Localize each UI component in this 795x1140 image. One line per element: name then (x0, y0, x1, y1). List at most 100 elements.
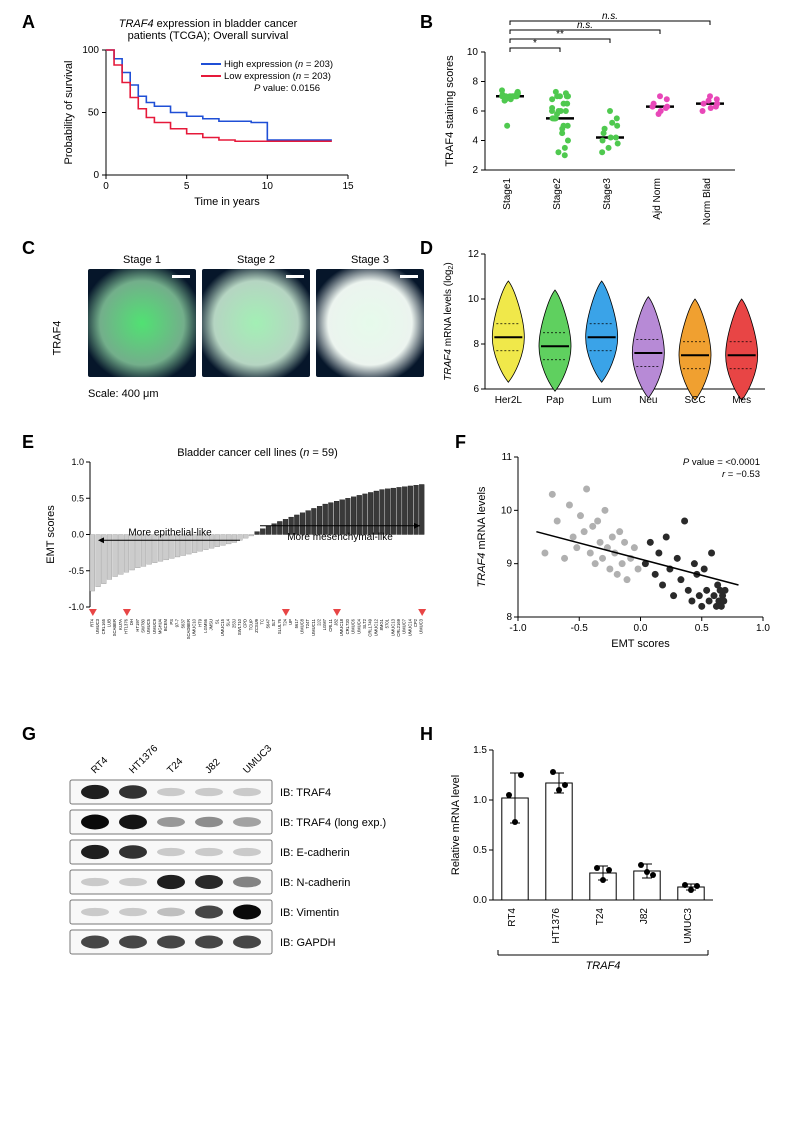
panel-a-label: A (22, 12, 35, 33)
svg-text:100: 100 (82, 45, 99, 56)
scale-bar-icon (286, 275, 304, 278)
panel-h: 0.00.51.01.5RT4HT1376T24J82UMUC3Relative… (445, 740, 755, 995)
svg-text:SLT: SLT (271, 619, 276, 627)
svg-text:SLUL76: SLUL76 (277, 618, 282, 634)
svg-text:UMUC14: UMUC14 (407, 618, 412, 636)
svg-text:More epithelial-like: More epithelial-like (128, 527, 212, 538)
svg-text:UMUC3: UMUC3 (683, 908, 694, 944)
svg-text:J82: J82 (639, 908, 650, 925)
svg-text:SL: SL (214, 618, 219, 624)
svg-text:EMT scores: EMT scores (45, 505, 57, 564)
svg-text:UMUC3: UMUC3 (419, 618, 424, 634)
panel-h-label: H (420, 724, 433, 745)
svg-text:UMUC9: UMUC9 (152, 618, 157, 634)
svg-text:UMUC10: UMUC10 (192, 618, 197, 636)
svg-text:Stage2: Stage2 (552, 178, 563, 210)
svg-text:SCADBER: SCADBER (186, 619, 191, 639)
svg-text:HT9: HT9 (197, 618, 202, 627)
svg-text:T24: T24 (595, 908, 606, 926)
svg-text:CP2: CP2 (413, 618, 418, 627)
scale-text: Scale: 400 μm (88, 388, 424, 400)
svg-text:P value: 0.0156: P value: 0.0156 (254, 83, 320, 94)
svg-text:6: 6 (473, 384, 479, 395)
panel-a-title1: TRAF4 expression in bladder cancer (58, 18, 358, 30)
svg-text:11: 11 (502, 452, 513, 463)
svg-text:2: 2 (472, 165, 478, 176)
svg-text:UMUC6: UMUC6 (351, 618, 356, 634)
svg-text:-0.5: -0.5 (571, 623, 589, 634)
svg-text:High expression (n = 203): High expression (n = 203) (224, 59, 333, 70)
svg-text:CRL11: CRL11 (328, 618, 333, 631)
svg-text:Mes: Mes (732, 395, 751, 406)
svg-text:r = −0.53: r = −0.53 (722, 469, 760, 480)
svg-text:Probability of survival: Probability of survival (63, 61, 75, 165)
scale-bar-icon (172, 275, 190, 278)
tissue-stage2 (202, 269, 310, 377)
svg-text:5637: 5637 (180, 618, 185, 628)
svg-text:SCABER: SCABER (112, 619, 117, 636)
svg-text:5617: 5617 (294, 618, 299, 628)
svg-text:0.5: 0.5 (473, 845, 487, 856)
svg-text:0: 0 (93, 170, 99, 181)
panel-b: 246810Stage1Stage2Stage3Ajd NormNorm Bla… (440, 10, 780, 240)
svg-text:IB: N-cadherin: IB: N-cadherin (280, 877, 350, 889)
panel-g: RT4HT1376T24J82UMUC3IB: TRAF4IB: TRAF4 (… (60, 740, 410, 985)
svg-text:LUB: LUB (106, 619, 111, 627)
svg-text:CRL2169: CRL2169 (396, 618, 401, 636)
svg-text:TC: TC (260, 619, 265, 625)
svg-text:TRAF4 mRNA levels: TRAF4 mRNA levels (476, 486, 488, 587)
svg-text:10: 10 (501, 505, 513, 516)
svg-text:JMSU: JMSU (209, 619, 214, 630)
svg-text:PS: PS (169, 619, 174, 625)
svg-text:HT1376: HT1376 (127, 743, 160, 776)
svg-text:LGM56: LGM56 (203, 618, 208, 632)
stage1-label: Stage 1 (88, 254, 196, 266)
svg-text:0.0: 0.0 (634, 623, 648, 634)
panel-a-title2: patients (TCGA); Overall survival (58, 30, 358, 42)
survival-chart: 050100051015Probability of survivalTime … (58, 42, 388, 217)
svg-text:RT4: RT4 (507, 908, 518, 927)
svg-text:**: ** (556, 29, 564, 40)
svg-text:4: 4 (472, 136, 478, 147)
tissue-stage1 (88, 269, 196, 377)
svg-text:CRL1749: CRL1749 (368, 618, 373, 636)
svg-text:n.s.: n.s. (602, 11, 618, 22)
svg-text:-1.0: -1.0 (509, 623, 527, 634)
svg-text:LGM7: LGM7 (322, 618, 327, 630)
svg-text:UMUC13: UMUC13 (390, 618, 395, 636)
svg-text:Low expression (n = 203): Low expression (n = 203) (224, 71, 331, 82)
svg-text:0.5: 0.5 (695, 623, 709, 634)
svg-text:EMT scores: EMT scores (611, 638, 670, 650)
svg-text:J82: J82 (334, 618, 339, 625)
qpcr-bar-chart: 0.00.51.01.5RT4HT1376T24J82UMUC3Relative… (445, 740, 755, 990)
svg-text:IB: TRAF4 (long exp.): IB: TRAF4 (long exp.) (280, 817, 386, 829)
svg-text:SCC: SCC (684, 395, 705, 406)
svg-text:0: 0 (103, 181, 109, 192)
svg-text:SW780: SW780 (141, 618, 146, 632)
svg-text:IB: TRAF4: IB: TRAF4 (280, 787, 331, 799)
svg-text:UMUC5: UMUC5 (146, 618, 151, 634)
svg-text:10: 10 (468, 294, 480, 305)
svg-text:UMUC3: UMUC3 (241, 743, 274, 776)
svg-text:8MG1: 8MG1 (379, 618, 384, 630)
panel-f: 891011-1.0-0.50.00.51.0TRAF4 mRNA levels… (470, 445, 780, 665)
svg-text:HT197: HT197 (135, 618, 140, 631)
svg-text:9: 9 (506, 559, 512, 570)
panel-c-label: C (22, 238, 35, 259)
svg-text:8: 8 (472, 77, 478, 88)
svg-text:Stage3: Stage3 (602, 178, 613, 210)
svg-text:5: 5 (184, 181, 190, 192)
svg-text:T24: T24 (282, 618, 287, 626)
svg-text:15: 15 (342, 181, 354, 192)
panel-c: Stage 1 Stage 2 Stage 3 TRAF4 Scale: 400… (48, 254, 424, 400)
svg-text:UMUC3: UMUC3 (95, 618, 100, 634)
svg-text:0.0: 0.0 (473, 895, 487, 906)
svg-text:RT4: RT4 (89, 755, 110, 776)
violin-chart: 681012Her2LPapLumNeuSCCMesTRAF4 mRNA lev… (435, 244, 780, 419)
panel-d-label: D (420, 238, 433, 259)
svg-text:HT1376: HT1376 (551, 908, 562, 944)
svg-text:HT1376: HT1376 (123, 618, 128, 634)
svg-text:Her2L: Her2L (495, 395, 523, 406)
panel-c-rowlabel: TRAF4 (51, 321, 63, 356)
svg-text:TRAF4 mRNA levels (log2): TRAF4 mRNA levels (log2) (443, 262, 455, 380)
